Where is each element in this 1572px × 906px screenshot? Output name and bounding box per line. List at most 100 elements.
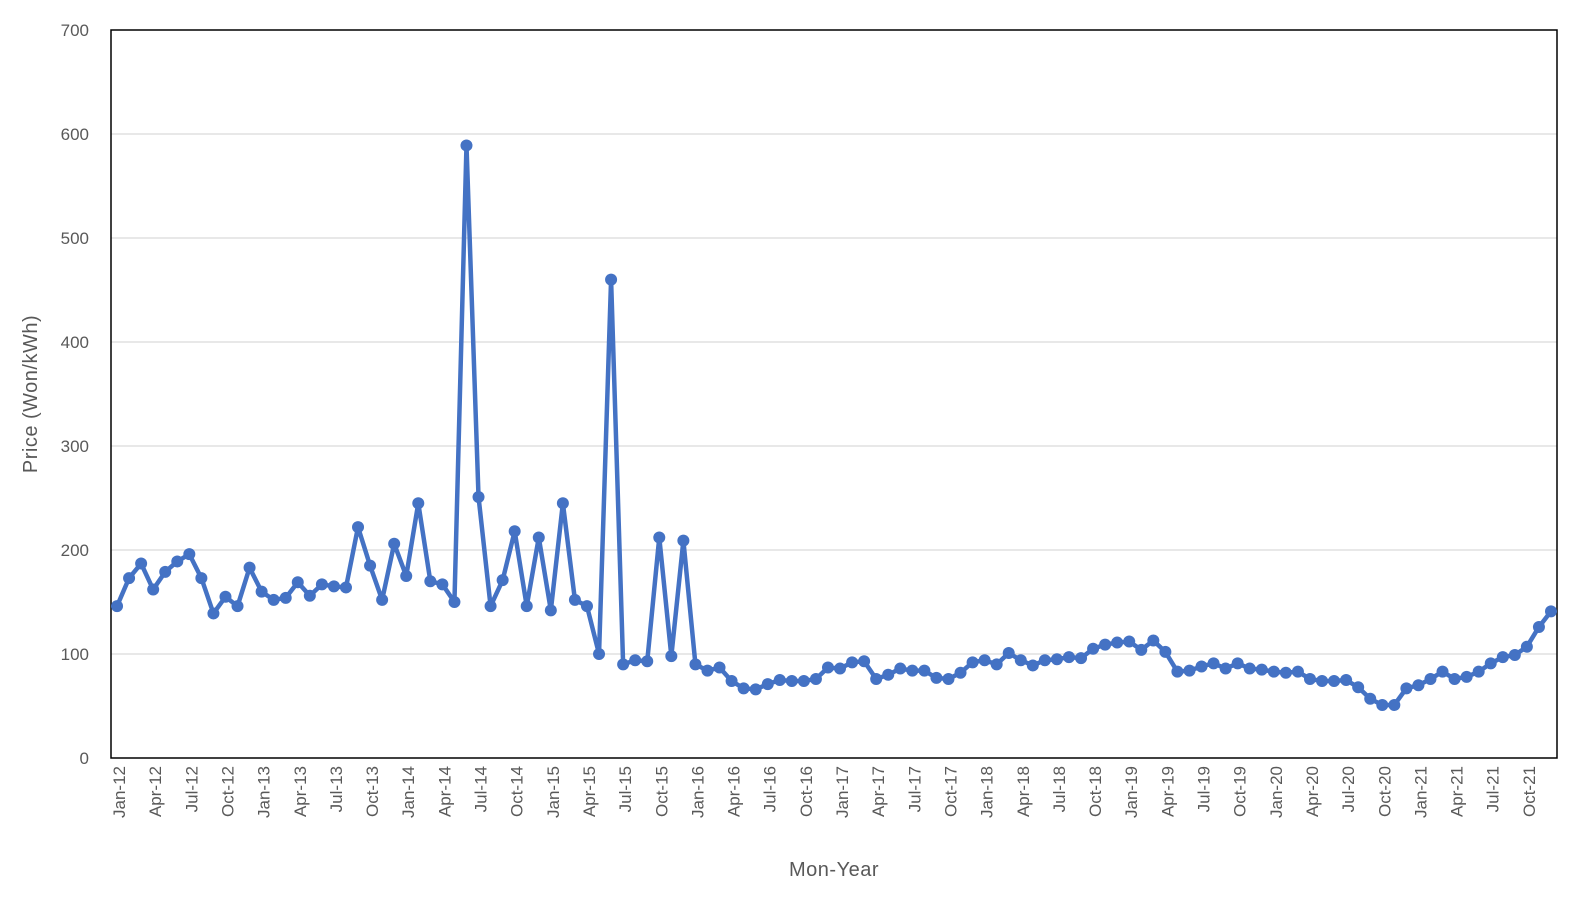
data-point <box>147 583 160 596</box>
data-point <box>641 655 654 668</box>
x-tick-label: Oct-18 <box>1086 766 1105 817</box>
x-tick-label: Oct-15 <box>652 766 671 817</box>
data-point <box>291 576 304 589</box>
data-point <box>352 521 365 534</box>
x-tick-label: Oct-12 <box>218 766 237 817</box>
data-point <box>1279 666 1292 679</box>
data-point <box>809 672 822 685</box>
x-tick-label: Jul-16 <box>761 766 780 812</box>
x-tick-label: Jul-21 <box>1484 766 1503 812</box>
x-tick-label: Jul-18 <box>1050 766 1069 812</box>
data-point <box>797 675 810 688</box>
data-point <box>376 593 389 606</box>
data-point <box>1219 662 1232 675</box>
data-point <box>1087 642 1100 655</box>
data-point <box>846 656 859 669</box>
data-point <box>1448 672 1461 685</box>
data-point <box>231 600 244 613</box>
data-point <box>1376 698 1389 711</box>
x-tick-label: Jul-19 <box>1195 766 1214 812</box>
x-tick-label: Apr-14 <box>435 766 454 817</box>
data-point <box>243 561 256 574</box>
data-point <box>1123 635 1136 648</box>
series-line <box>114 143 1554 708</box>
data-point <box>484 600 497 613</box>
x-tick-label: Apr-20 <box>1303 766 1322 817</box>
data-point <box>544 604 557 617</box>
data-point <box>1291 665 1304 678</box>
y-tick-label: 100 <box>61 645 89 664</box>
data-point <box>1400 682 1413 695</box>
x-tick-label: Jul-12 <box>182 766 201 812</box>
data-point <box>1099 638 1112 651</box>
data-point <box>472 490 485 503</box>
x-tick-label: Apr-18 <box>1014 766 1033 817</box>
data-point <box>1316 675 1329 688</box>
data-point <box>520 600 533 613</box>
data-point <box>725 675 738 688</box>
data-point <box>701 664 714 677</box>
x-tick-label: Oct-17 <box>941 766 960 817</box>
data-point <box>1544 605 1557 618</box>
data-point <box>315 578 328 591</box>
data-point <box>279 591 292 604</box>
data-point <box>195 572 208 585</box>
data-point <box>593 648 606 660</box>
data-point <box>1364 692 1377 705</box>
data-point <box>1255 663 1268 676</box>
x-tick-label: Jan-17 <box>833 766 852 818</box>
data-point <box>1014 654 1027 667</box>
data-point <box>1520 640 1533 653</box>
x-tick-label: Jul-20 <box>1339 766 1358 812</box>
x-tick-label: Jan-18 <box>978 766 997 818</box>
x-tick-label: Oct-14 <box>508 766 527 817</box>
data-point <box>364 559 377 572</box>
price-series <box>111 139 1557 711</box>
x-tick-label: Apr-15 <box>580 766 599 817</box>
data-point <box>1424 672 1437 685</box>
series-markers <box>111 139 1557 711</box>
data-point <box>255 585 268 598</box>
y-tick-label: 700 <box>61 21 89 40</box>
x-tick-label: Jan-15 <box>544 766 563 818</box>
data-point <box>966 656 979 669</box>
data-point <box>653 531 666 544</box>
data-point <box>617 658 630 671</box>
data-point <box>1183 664 1196 677</box>
data-point <box>1062 651 1075 664</box>
data-point <box>1484 657 1497 670</box>
data-point <box>1460 670 1473 683</box>
data-point <box>1303 672 1316 685</box>
data-point <box>1195 660 1208 673</box>
data-point <box>870 672 883 685</box>
data-point <box>761 678 774 691</box>
data-point <box>327 580 340 593</box>
x-axis-tick-labels: Jan-12 Apr-12 Jul-12 Oct-12 Jan-13 Apr-13 Jul-… <box>110 766 1539 818</box>
data-point <box>882 668 895 681</box>
data-point <box>737 682 750 695</box>
y-tick-label: 200 <box>61 541 89 560</box>
data-point <box>267 593 280 606</box>
data-point <box>942 672 955 685</box>
plot-area-frame <box>110 29 1558 759</box>
data-point <box>990 658 1003 671</box>
data-point <box>412 497 425 510</box>
x-tick-label: Jan-21 <box>1411 766 1430 818</box>
x-tick-label: Oct-19 <box>1231 766 1250 817</box>
x-tick-label: Jan-14 <box>399 766 418 818</box>
data-point <box>508 525 521 538</box>
data-point <box>436 578 449 591</box>
data-point <box>460 139 473 152</box>
data-point <box>1532 620 1545 633</box>
data-point <box>1111 636 1124 649</box>
data-point <box>1388 698 1401 711</box>
data-point <box>1207 657 1220 670</box>
horizontal-gridlines <box>111 133 1557 655</box>
data-point <box>400 570 413 582</box>
data-point <box>773 674 786 686</box>
data-point <box>906 664 919 677</box>
x-tick-label: Apr-13 <box>291 766 310 817</box>
data-point <box>1147 634 1160 647</box>
data-point <box>207 607 220 620</box>
